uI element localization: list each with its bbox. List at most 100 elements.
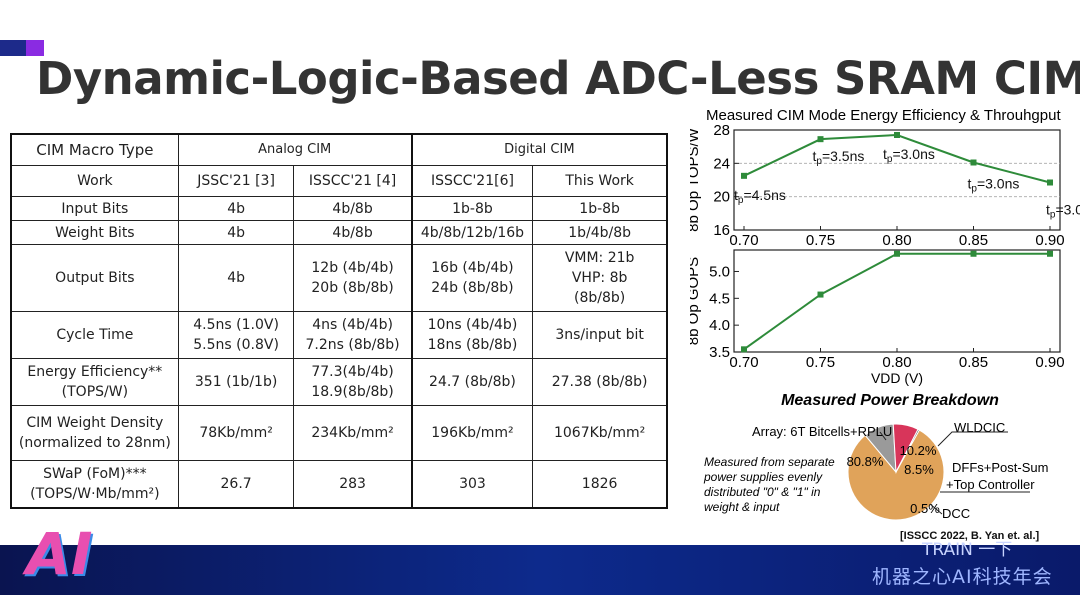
cell-line: 4b/8b/12b/16b — [420, 224, 525, 241]
table-cell: ISSCC'21[6] — [410, 165, 534, 197]
cell-line: 196Kb/mm² — [431, 425, 514, 441]
table-cell: 77.3(4b/4b) 18.9(8b/8b) — [293, 358, 413, 406]
table-cell: 1b-8b — [532, 196, 668, 221]
table-cell: 1826 — [532, 460, 668, 509]
pie-note-line: Measured from separate — [704, 455, 835, 469]
cell-line: 234Kb/mm² — [311, 425, 394, 441]
table-cell: 4b — [177, 196, 295, 221]
efficiency-chart-y-axis-label: 8b Op TOPS/W — [690, 127, 702, 231]
efficiency-chart-data-point — [1047, 179, 1053, 186]
annotation-prefix: t — [883, 146, 887, 162]
efficiency-annotation: tp=3.0ns — [883, 146, 935, 165]
cell-line: 351 (1b/1b) — [194, 374, 278, 390]
table-cell: ISSCC'21 [4] — [293, 165, 413, 197]
table-row: Input Bits 4b 4b/8b 1b-8b 1b-8b — [10, 196, 668, 221]
cell-line: CIM Macro Type — [36, 141, 154, 159]
efficiency-chart-data-point — [817, 136, 824, 143]
throughput-chart-data-point — [970, 250, 977, 257]
cell-line: Input Bits — [61, 200, 129, 217]
table-row: Work JSSC'21 [3] ISSCC'21 [4] ISSCC'21[6] Th… — [10, 165, 668, 197]
pie-legend-label: +Top Controller — [946, 477, 1035, 492]
table-cell: 4b — [177, 244, 295, 312]
table-cell: 16b (4b/4b) 24b (8b/8b) — [410, 244, 534, 312]
cell-line: 4ns (4b/4b) — [312, 317, 393, 333]
efficiency-annotation: tp=3.0ns — [1046, 202, 1080, 221]
table-cell: 1067Kb/mm² — [532, 405, 668, 461]
annotation-prefix: t — [968, 176, 972, 192]
pie-legend-label: Array: 6T Bitcells+RPLU — [752, 424, 892, 439]
annotation-subscript: p — [887, 154, 893, 165]
cell-line: (TOPS/W·Mb/mm²) — [30, 486, 160, 502]
pie-legend-label: DCC — [942, 506, 970, 521]
cell-line: 4.5ns (1.0V) — [193, 317, 279, 333]
pie-legend-label: WLDCIC — [954, 420, 1005, 435]
annotation-subscript: p — [816, 156, 822, 167]
cell-line: 283 — [339, 476, 366, 492]
throughput-chart-y-tick-label: 4.0 — [709, 317, 730, 334]
cell-line: (normalized to 28nm) — [18, 435, 171, 451]
cell-line: 24b (8b/8b) — [431, 280, 514, 296]
annotation-value: =3.0ns — [1055, 202, 1080, 218]
table-row: SWaP (FoM)*** (TOPS/W·Mb/mm²) 26.7 283 303 18… — [10, 460, 668, 509]
cell-line: 12b (4b/4b) — [311, 260, 394, 276]
annotation-value: =3.0ns — [977, 176, 1019, 192]
digital-cim-group-cell: Digital CIM — [410, 133, 668, 166]
efficiency-chart-data-point — [741, 172, 747, 179]
annotation-prefix: t — [734, 187, 738, 203]
cell-line: JSSC'21 [3] — [197, 173, 275, 189]
cell-line: This Work — [565, 173, 634, 189]
annotation-value: =4.5ns — [743, 187, 785, 203]
row-label-cell: Input Bits — [10, 196, 179, 221]
cell-line: Analog CIM — [258, 142, 332, 157]
cell-line: ISSCC'21 [4] — [308, 173, 397, 189]
efficiency-annotation: tp=4.5ns — [734, 187, 786, 206]
row-label-cell: Weight Bits — [10, 220, 179, 245]
efficiency-chart-x-tick-label: 0.90 — [1035, 232, 1064, 249]
table-cell: 12b (4b/4b) 20b (8b/8b) — [293, 244, 413, 312]
pie-note-line: weight & input — [704, 500, 780, 514]
throughput-chart-data-point — [894, 250, 900, 257]
table-cell: VMM: 21b VHP: 8b (8b/8b) — [532, 244, 668, 312]
row-label-cell: Energy Efficiency** (TOPS/W) — [10, 358, 179, 406]
throughput-chart-data-point — [741, 346, 747, 353]
cell-line: 18ns (8b/8b) — [427, 337, 518, 353]
efficiency-chart-y-tick-label: 20 — [713, 189, 730, 206]
table-row: Energy Efficiency** (TOPS/W) 351 (1b/1b) 77… — [10, 358, 668, 406]
slide-title: Dynamic-Logic-Based ADC-Less SRAM CIM — [36, 52, 1080, 105]
throughput-chart-data-point — [1047, 250, 1053, 257]
annotation-subscript: p — [738, 195, 744, 206]
table-cell: 4b/8b/12b/16b — [410, 220, 534, 245]
pie-value-label: 10.2% — [900, 443, 937, 458]
cell-line: 1b-8b — [452, 200, 493, 217]
table-cell: 26.7 — [177, 460, 295, 509]
cell-line: (8b/8b) — [574, 290, 626, 306]
table-cell: 283 — [293, 460, 413, 509]
throughput-chart-y-tick-label: 3.5 — [709, 344, 730, 361]
throughput-chart-x-tick-label: 0.90 — [1035, 354, 1064, 371]
cell-line: VMM: 21b — [564, 250, 635, 266]
annotation-prefix: t — [813, 148, 817, 164]
cell-line: 24.7 (8b/8b) — [429, 374, 516, 390]
cell-line: CIM Weight Density — [26, 415, 164, 431]
ai-logo: AI — [26, 520, 93, 588]
header-label-cell: CIM Macro Type — [10, 133, 179, 166]
table-row: Output Bits 4b 12b (4b/4b) 20b (8b/8b) 16b (… — [10, 244, 668, 312]
cell-line: Output Bits — [55, 270, 135, 286]
pie-note-line: distributed "0" & "1" in — [704, 485, 821, 499]
cell-line: Cycle Time — [56, 327, 134, 343]
cell-line: 1b/4b/8b — [568, 224, 632, 241]
annotation-prefix: t — [1046, 202, 1050, 218]
table-header-row: CIM Macro Type Analog CIM Digital CIM — [10, 133, 668, 166]
efficiency-chart-title: Measured CIM Mode Energy Efficiency & Th… — [706, 107, 1061, 124]
row-label-cell: Work — [10, 165, 179, 197]
efficiency-chart-x-tick-label: 0.75 — [806, 232, 835, 249]
pie-value-label: 8.5% — [904, 462, 934, 477]
pie-value-label: 80.8% — [847, 454, 884, 469]
cell-line: 3ns/input bit — [555, 327, 644, 343]
row-label-cell: SWaP (FoM)*** (TOPS/W·Mb/mm²) — [10, 460, 179, 509]
table-cell: 4b — [177, 220, 295, 245]
annotation-value: =3.0ns — [892, 146, 934, 162]
cell-line: 5.5ns (0.8V) — [193, 337, 279, 353]
pie-legend-label: DFFs+Post-Sum — [952, 460, 1048, 475]
cell-line: SWaP (FoM)*** — [43, 466, 147, 482]
